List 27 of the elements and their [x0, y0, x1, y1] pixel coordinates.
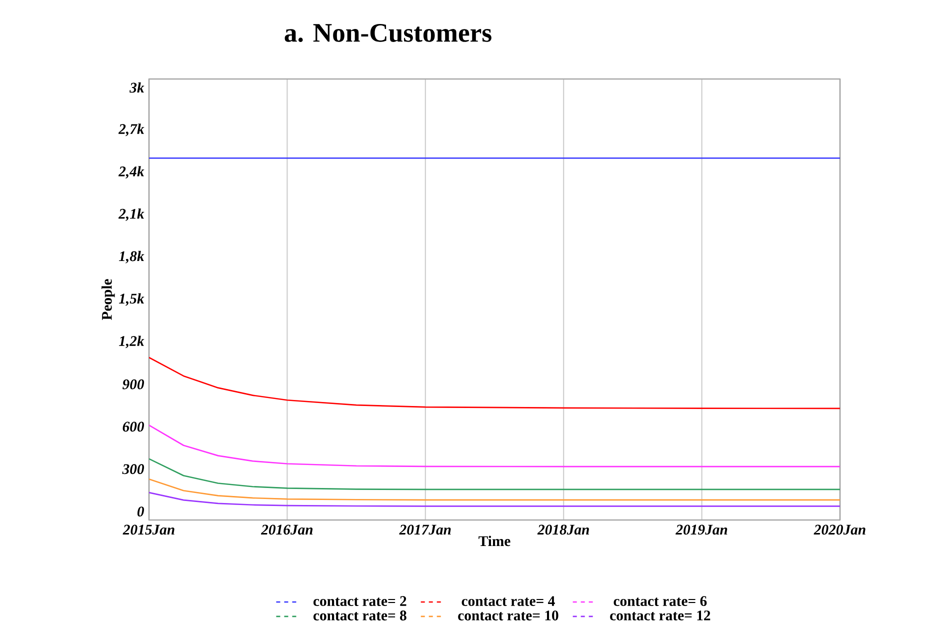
legend-label: contact rate= 4 [462, 596, 555, 606]
y-tick-label: 2,1k [118, 208, 144, 222]
y-tick-label: 2,7k [118, 124, 144, 136]
chart-title: a. Non-Customers [284, 24, 492, 42]
legend-label: contact rate= 12 [610, 610, 710, 621]
x-tick-label: 2017Jan [399, 524, 451, 535]
y-tick-label: 600 [122, 422, 144, 432]
line-series [149, 356, 840, 410]
x-tick-label: 2018Jan [537, 524, 589, 535]
x-tick-label: 2016Jan [260, 524, 313, 535]
y-tick-label: 2,4k [118, 166, 144, 179]
y-tick-label: 1,2k [118, 336, 144, 348]
y-axis-title: People [102, 279, 115, 320]
legend-label: contact rate= 10 [458, 610, 558, 621]
y-tick-label: 900 [122, 380, 144, 390]
y-tick-label: 300 [122, 464, 144, 474]
y-tick-label: 3k [130, 82, 144, 93]
legend-label: contact rate= 8 [313, 610, 406, 621]
x-tick-label: 2015Jan [122, 524, 174, 535]
x-tick-label: 2019Jan [676, 524, 728, 535]
y-tick-label: 0 [137, 506, 144, 517]
legend-label: contact rate= 2 [313, 596, 406, 606]
y-tick-label: 1,8k [118, 251, 144, 264]
x-axis-title: Time [478, 536, 510, 546]
y-tick-label: 1,5k [118, 293, 144, 306]
legend-label: contact rate= 6 [614, 596, 707, 606]
x-tick-label: 2020Jan [814, 524, 866, 535]
